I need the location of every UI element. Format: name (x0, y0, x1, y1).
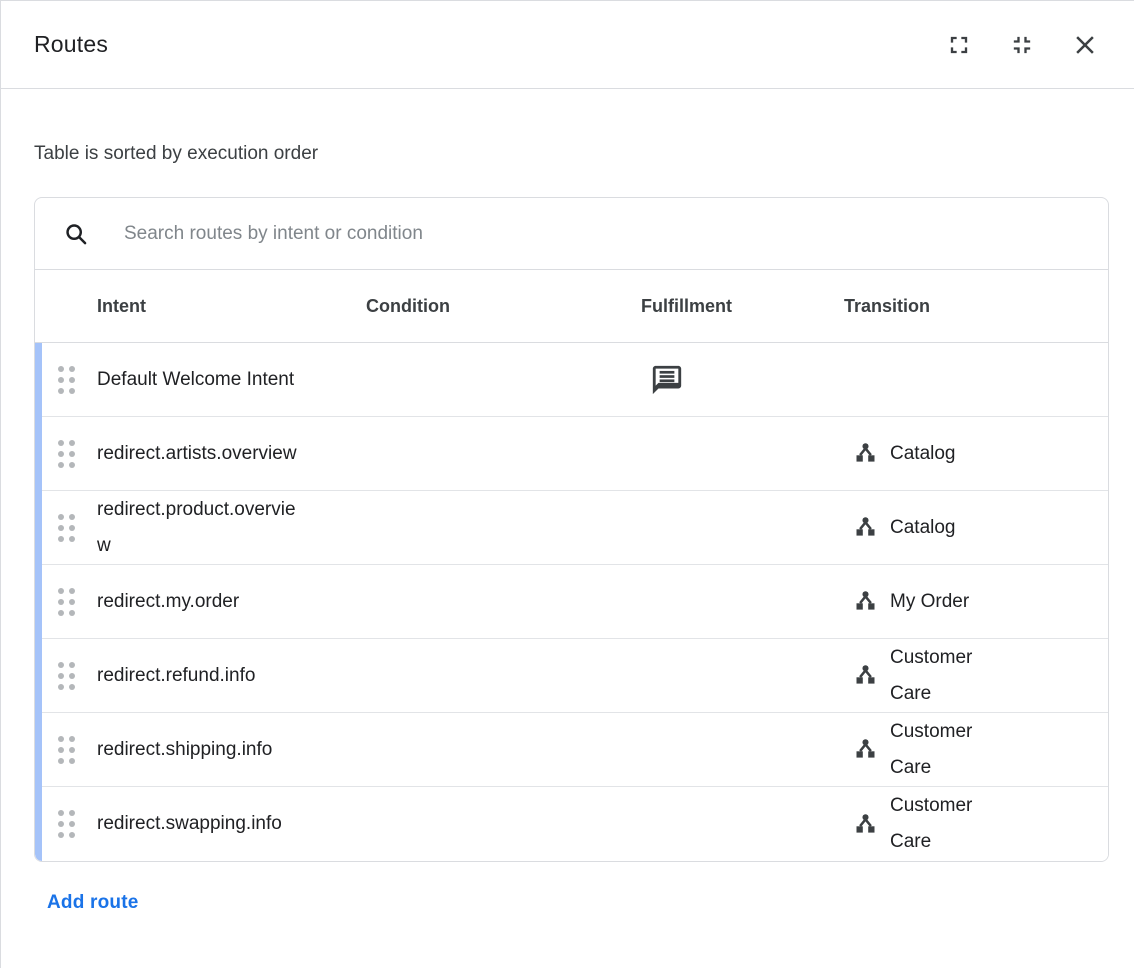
add-route-button[interactable]: Add route (39, 884, 147, 922)
header-actions (944, 30, 1100, 60)
column-header-intent: Intent (97, 295, 146, 316)
panel-body: Table is sorted by execution order Inten… (1, 89, 1134, 922)
transition-page-label: Catalog (890, 442, 956, 464)
transition-cell (844, 343, 1108, 416)
search-input[interactable] (122, 221, 1088, 246)
transition-cell: Catalog (844, 491, 1108, 564)
transition-page-label: My Order (890, 590, 970, 612)
fullscreen-exit-icon (1013, 36, 1031, 53)
transition-page-label: Customer Care (890, 795, 973, 852)
page-title: Routes (34, 31, 109, 57)
drag-handle[interactable] (35, 417, 97, 490)
intent-label: redirect.product.overview (97, 498, 296, 556)
intent-cell: Default Welcome Intent (97, 343, 366, 416)
transition-page-label: Customer Care (890, 646, 973, 704)
column-header-fulfillment: Fulfillment (641, 295, 732, 316)
close-icon (1076, 35, 1094, 54)
intent-label: redirect.swapping.info (97, 813, 282, 834)
drag-handle[interactable] (35, 343, 97, 416)
column-header-condition: Condition (366, 295, 450, 316)
drag-handle[interactable] (35, 639, 97, 712)
table-row[interactable]: Default Welcome Intent (35, 343, 1108, 417)
drag-handle[interactable] (35, 787, 97, 861)
fulfillment-cell (641, 713, 844, 786)
condition-cell (366, 713, 641, 786)
transition-cell: Customer Care (844, 713, 1108, 786)
condition-cell (366, 417, 641, 490)
drag-handle-icon (57, 735, 75, 764)
transition-page-label: Catalog (890, 516, 956, 538)
fulfillment-cell (641, 417, 844, 490)
drag-handle-icon (57, 587, 75, 616)
search-icon (63, 221, 89, 247)
transition-page-icon (856, 517, 875, 536)
table-row[interactable]: redirect.refund.info Customer Care (35, 639, 1108, 713)
transition-cell: My Order (844, 565, 1108, 638)
transition-page-icon (856, 443, 875, 462)
transition-page-icon (856, 591, 875, 610)
drag-handle[interactable] (35, 713, 97, 786)
drag-handle-icon (57, 810, 75, 838)
transition-cell: Customer Care (844, 787, 1108, 861)
intent-label: redirect.shipping.info (97, 738, 273, 760)
condition-cell (366, 639, 641, 712)
transition-cell: Catalog (844, 417, 1108, 490)
table-row[interactable]: redirect.shipping.info Customer Care (35, 713, 1108, 787)
intent-label: redirect.artists.overview (97, 442, 297, 464)
intent-label: redirect.refund.info (97, 664, 256, 686)
search-row (35, 198, 1108, 270)
fulfillment-chat-icon (652, 365, 682, 394)
condition-cell (366, 491, 641, 564)
condition-cell (366, 787, 641, 861)
fullscreen-icon (950, 36, 968, 53)
transition-page-label: Customer Care (890, 720, 973, 778)
table-row[interactable]: redirect.product.overview Catalog (35, 491, 1108, 565)
routes-table: Intent Condition Fulfillment Transition … (34, 197, 1109, 862)
table-header-row: Intent Condition Fulfillment Transition (35, 270, 1108, 343)
table-row[interactable]: redirect.artists.overview Catalog (35, 417, 1108, 491)
fullscreen-button[interactable] (944, 30, 974, 60)
intent-label: redirect.my.order (97, 590, 240, 612)
drag-handle[interactable] (35, 491, 97, 564)
transition-page-icon (856, 739, 875, 758)
intent-cell: redirect.refund.info (97, 639, 366, 712)
intent-cell: redirect.my.order (97, 565, 366, 638)
table-row[interactable]: redirect.swapping.info Customer Care (35, 787, 1108, 861)
drag-handle-icon (57, 661, 75, 690)
fulfillment-cell (641, 343, 844, 416)
exit-fullscreen-button[interactable] (1007, 30, 1037, 60)
transition-page-icon (856, 813, 875, 833)
sort-order-note: Table is sorted by execution order (34, 143, 319, 164)
intent-cell: redirect.product.overview (97, 491, 366, 564)
intent-cell: redirect.shipping.info (97, 713, 366, 786)
drag-handle-icon (57, 365, 75, 394)
fulfillment-cell (641, 565, 844, 638)
table-rows: Default Welcome Intent redirect.artists.… (35, 343, 1108, 861)
intent-cell: redirect.swapping.info (97, 787, 366, 861)
intent-label: Default Welcome Intent (97, 368, 295, 390)
fulfillment-cell (641, 787, 844, 861)
drag-handle-icon (57, 439, 75, 468)
condition-cell (366, 343, 641, 416)
transition-cell: Customer Care (844, 639, 1108, 712)
transition-page-icon (856, 665, 875, 684)
condition-cell (366, 565, 641, 638)
drag-handle-icon (57, 513, 75, 542)
intent-cell: redirect.artists.overview (97, 417, 366, 490)
column-header-transition: Transition (844, 295, 931, 316)
table-row[interactable]: redirect.my.order My Order (35, 565, 1108, 639)
drag-handle[interactable] (35, 565, 97, 638)
fulfillment-cell (641, 639, 844, 712)
close-button[interactable] (1070, 30, 1100, 60)
panel-header: Routes (1, 1, 1134, 89)
fulfillment-cell (641, 491, 844, 564)
